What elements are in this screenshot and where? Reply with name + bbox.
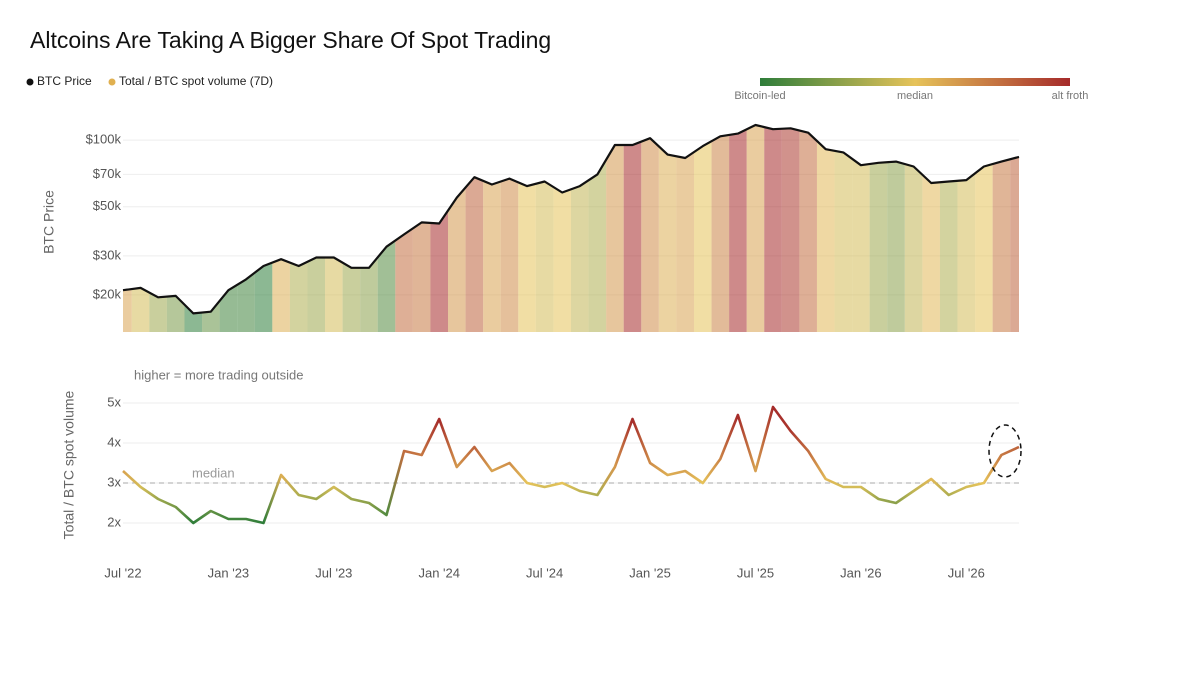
regime-band: [922, 125, 940, 332]
regime-band: [395, 125, 413, 332]
regime-band: [834, 125, 853, 332]
regime-band: [623, 125, 642, 332]
x-tick-label: Jan '25: [629, 565, 671, 580]
regime-band: [904, 125, 923, 332]
regime-band: [518, 125, 536, 332]
colorbar-label: alt froth: [1052, 90, 1089, 102]
x-tick-label: Jan '23: [208, 565, 250, 580]
x-tick-label: Jan '26: [840, 565, 882, 580]
regime-band: [711, 125, 730, 332]
regime-band: [939, 125, 958, 332]
regime-band: [184, 125, 203, 332]
regime-band: [342, 125, 361, 332]
regime-band: [869, 125, 888, 332]
regime-band: [588, 125, 607, 332]
regime-band: [975, 125, 993, 332]
regime-band: [202, 125, 220, 332]
regime-band: [289, 125, 308, 332]
regime-band: [131, 125, 150, 332]
x-tick-label: Jul '25: [737, 565, 774, 580]
regime-band: [764, 125, 782, 332]
regime-band: [606, 125, 624, 332]
ratio-line: [122, 405, 1020, 525]
y-tick-label: $30k: [93, 247, 122, 262]
regime-band: [535, 125, 554, 332]
legend-label: BTC Price: [37, 74, 92, 88]
x-tick-label: Jan '24: [418, 565, 460, 580]
regime-band: [816, 125, 835, 332]
regime-band: [123, 125, 132, 332]
regime-band: [272, 125, 290, 332]
regime-band: [149, 125, 167, 332]
legend-label: Total / BTC spot volume (7D): [119, 74, 273, 88]
y-tick-label: $100k: [86, 132, 122, 147]
x-tick-label: Jul '22: [104, 565, 141, 580]
regime-band: [448, 125, 466, 332]
y-tick-label: $20k: [93, 286, 122, 301]
legend-marker: [108, 78, 116, 86]
colorbar-label: Bitcoin-led: [734, 90, 785, 102]
regime-band: [571, 125, 589, 332]
regime-band: [307, 125, 326, 332]
annotation: higher = more trading outside: [134, 367, 303, 382]
y-axis-title: Total / BTC spot volume: [61, 390, 77, 539]
price-line: [122, 123, 1020, 315]
regime-band: [799, 125, 817, 332]
regime-band: [887, 125, 905, 332]
regime-band: [483, 125, 501, 332]
x-tick-label: Jul '26: [948, 565, 985, 580]
regime-band: [360, 125, 378, 332]
regime-band: [658, 125, 677, 332]
y-tick-label: 3x: [107, 474, 121, 489]
x-tick-label: Jul '24: [526, 565, 563, 580]
regime-band: [325, 125, 343, 332]
regime-band: [430, 125, 449, 332]
regime-band: [1010, 125, 1019, 332]
colorbar: [760, 78, 1070, 86]
legend-marker: [26, 78, 34, 86]
regime-band: [957, 125, 976, 332]
y-tick-label: $70k: [93, 166, 122, 181]
y-axis-title: BTC Price: [41, 190, 57, 254]
regime-band: [254, 125, 273, 332]
regime-band: [676, 125, 694, 332]
regime-band: [992, 125, 1011, 332]
regime-band: [693, 125, 712, 332]
regime-band: [500, 125, 519, 332]
regime-band: [781, 125, 800, 332]
median-label: median: [192, 465, 235, 480]
regime-band: [852, 125, 870, 332]
y-tick-label: 2x: [107, 514, 121, 529]
regime-band: [641, 125, 659, 332]
regime-band: [377, 125, 396, 332]
x-tick-label: Jul '23: [315, 565, 352, 580]
chart-title: Altcoins Are Taking A Bigger Share Of Sp…: [30, 27, 551, 53]
y-tick-label: 4x: [107, 434, 121, 449]
regime-band: [729, 125, 747, 332]
colorbar-label: median: [897, 90, 933, 102]
regime-band: [219, 125, 238, 332]
regime-band: [465, 125, 484, 332]
regime-band: [746, 125, 765, 332]
y-tick-label: 5x: [107, 394, 121, 409]
regime-band: [553, 125, 571, 332]
regime-band: [412, 125, 431, 332]
regime-band: [237, 125, 255, 332]
highlight-circle: [988, 424, 1022, 478]
y-tick-label: $50k: [93, 198, 122, 213]
